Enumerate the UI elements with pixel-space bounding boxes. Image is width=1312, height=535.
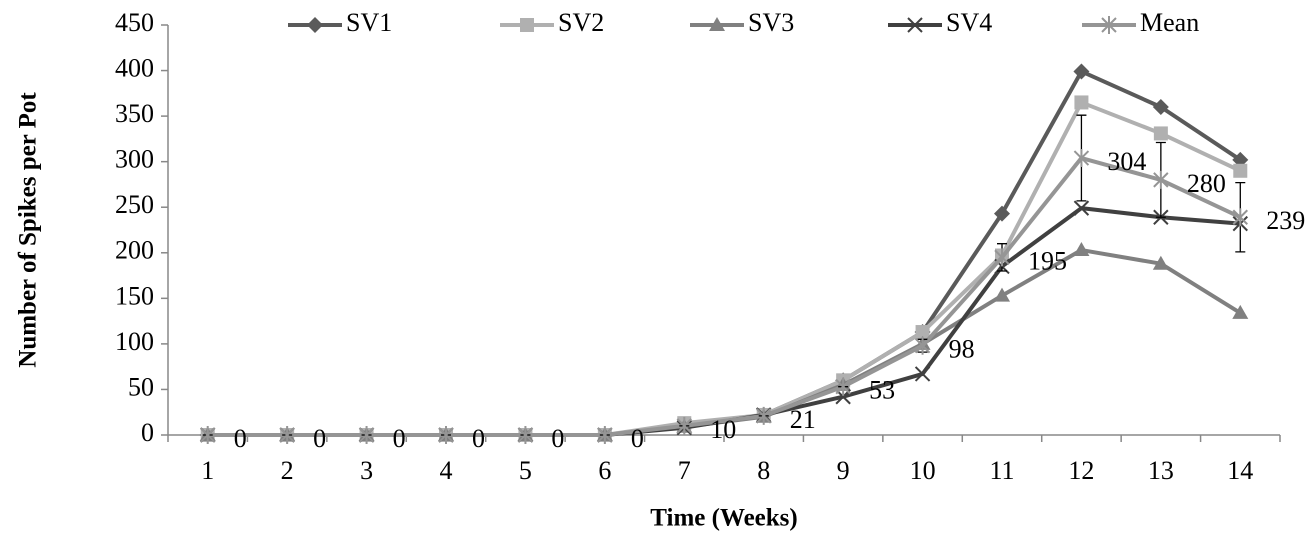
y-tick-label: 0 — [141, 418, 154, 447]
point — [994, 287, 1010, 302]
data-label: 0 — [472, 424, 485, 453]
legend-label: SV3 — [748, 8, 794, 37]
legend-marker — [307, 17, 323, 33]
y-tick-label: 150 — [115, 281, 154, 310]
x-tick-label: 4 — [440, 456, 453, 485]
data-label: 0 — [631, 424, 644, 453]
legend-label: Mean — [1140, 8, 1199, 37]
legend-label: SV4 — [946, 8, 992, 37]
legend-marker — [709, 17, 725, 31]
data-label: 195 — [1028, 246, 1067, 275]
y-tick-label: 200 — [115, 236, 154, 265]
series-line — [207, 100, 1242, 437]
data-label: 304 — [1107, 147, 1146, 176]
data-label: 280 — [1187, 169, 1226, 198]
x-tick-label: 6 — [598, 456, 611, 485]
point — [835, 377, 851, 396]
y-tick-label: 250 — [115, 190, 154, 219]
point — [994, 248, 1010, 267]
data-label: 0 — [551, 424, 564, 453]
x-tick-label: 14 — [1227, 456, 1253, 485]
point — [915, 325, 930, 340]
y-tick-label: 50 — [128, 372, 154, 401]
data-label: 98 — [949, 335, 975, 364]
x-tick-label: 13 — [1148, 456, 1174, 485]
point — [517, 426, 534, 444]
series-line — [207, 206, 1241, 437]
point — [1152, 99, 1169, 115]
point — [676, 416, 692, 435]
point — [1073, 63, 1090, 80]
legend-label: SV2 — [558, 8, 604, 37]
point — [1232, 208, 1248, 227]
point — [756, 406, 772, 425]
data-label: 53 — [869, 376, 895, 405]
x-tick-label: 9 — [837, 456, 850, 485]
x-tick-label: 3 — [360, 456, 373, 485]
point — [200, 426, 216, 444]
point — [358, 426, 375, 444]
x-tick-label: 8 — [757, 456, 770, 485]
point — [1074, 95, 1089, 110]
data-label: 0 — [393, 424, 406, 453]
point — [1073, 242, 1090, 257]
legend-label: SV1 — [346, 8, 392, 37]
point — [1073, 149, 1090, 168]
point — [1073, 200, 1090, 216]
data-label: 0 — [234, 424, 247, 453]
legend-marker — [1101, 16, 1117, 34]
y-tick-label: 350 — [115, 99, 154, 128]
y-tick-label: 400 — [115, 54, 154, 83]
point — [1152, 255, 1169, 270]
point — [914, 336, 931, 355]
data-label: 239 — [1266, 206, 1305, 235]
x-tick-label: 10 — [910, 456, 936, 485]
data-label: 21 — [790, 405, 816, 434]
series-line — [207, 156, 1242, 437]
x-tick-label: 12 — [1068, 456, 1094, 485]
point — [994, 205, 1010, 222]
point — [438, 426, 454, 444]
point — [1153, 126, 1168, 141]
point — [1233, 163, 1248, 178]
data-label: 0 — [313, 424, 326, 453]
y-tick-label: 300 — [115, 145, 154, 174]
x-tick-label: 2 — [281, 456, 294, 485]
point — [1153, 170, 1169, 189]
series-line — [207, 248, 1242, 437]
legend-marker — [520, 18, 534, 32]
point — [1232, 304, 1249, 319]
legend-marker — [907, 17, 923, 33]
data-label: 10 — [710, 415, 736, 444]
y-axis-title: Number of Spikes per Pot — [15, 92, 42, 368]
point — [914, 366, 931, 382]
x-tick-label: 1 — [201, 456, 214, 485]
point — [597, 426, 613, 444]
x-tick-label: 5 — [519, 456, 532, 485]
x-tick-label: 11 — [989, 456, 1014, 485]
x-axis-title: Time (Weeks) — [650, 505, 797, 532]
x-tick-label: 7 — [678, 456, 691, 485]
y-tick-label: 450 — [115, 8, 154, 37]
y-tick-label: 100 — [115, 327, 154, 356]
point — [279, 426, 295, 444]
